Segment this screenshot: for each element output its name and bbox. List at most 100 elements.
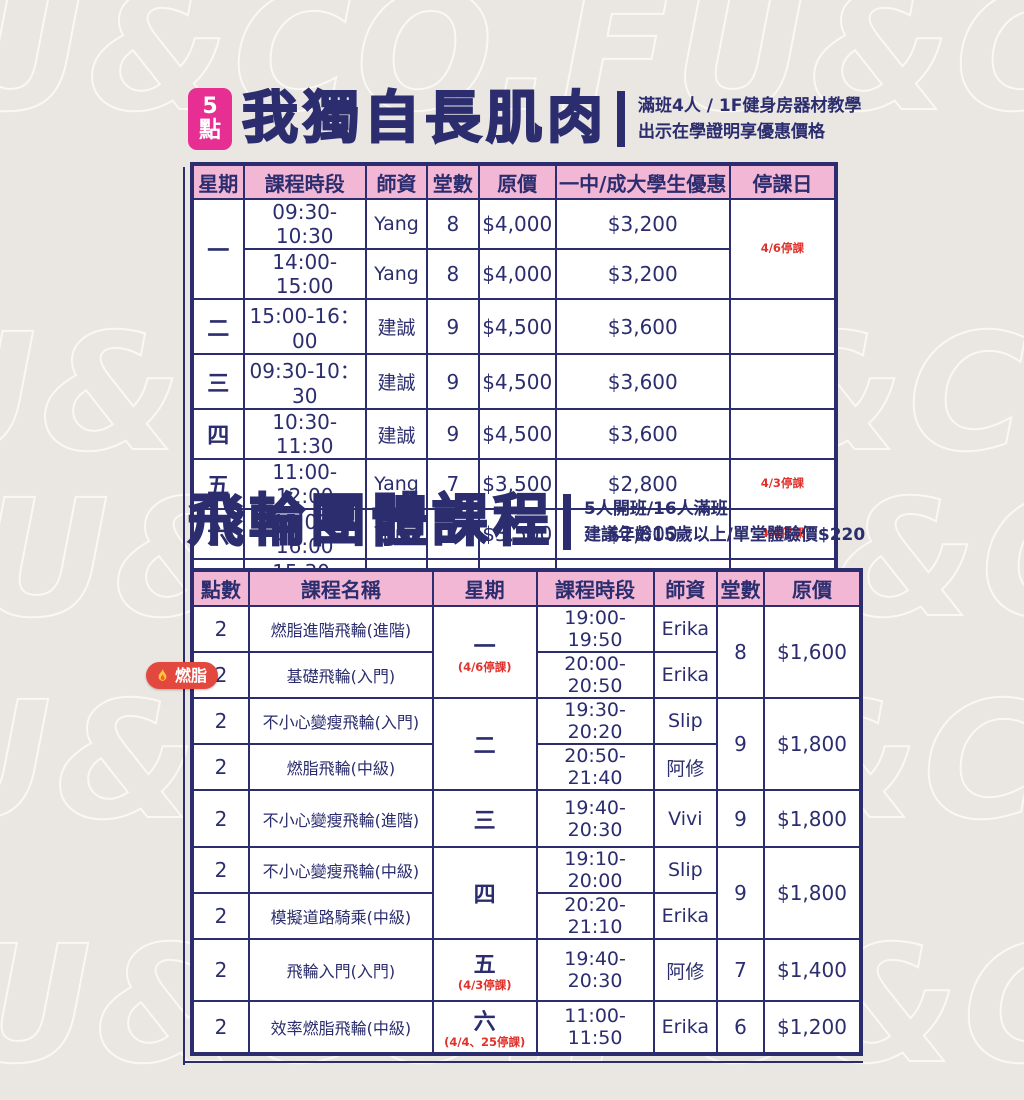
- time-cell: 10:30-11:30: [242, 408, 367, 460]
- time-cell: 19:40-20:30: [535, 938, 655, 1002]
- price-cell: $3,500: [477, 508, 557, 560]
- discount-cell: $3,600: [554, 298, 731, 355]
- closed-date-cell: 4/4停課: [728, 508, 838, 560]
- section1-subtitle: 滿班4人 / 1F健身房器材教學 出示在學證明享優惠價格: [638, 93, 861, 146]
- discount-cell: $2,800: [554, 458, 731, 510]
- closed-date-cell: [728, 408, 838, 460]
- fat-burn-badge-label: 燃脂: [175, 665, 208, 685]
- section2-title: 飛輪團體課程: [187, 489, 554, 554]
- price-cell: $1,800: [762, 789, 863, 848]
- column-header: 課程名稱: [247, 569, 434, 607]
- time-cell: 20:20-21:10: [535, 892, 655, 940]
- day-cell: 一 (4/6停課): [431, 605, 538, 699]
- closed-date-cell: [728, 353, 838, 410]
- course-name-cell: 燃脂進階飛輪(進階): [247, 605, 434, 653]
- coach-cell: 阿修: [652, 743, 719, 791]
- price-cell: $1,800: [762, 846, 863, 940]
- discount-cell: $3,600: [554, 408, 731, 460]
- closed-date-cell: 4/6停課: [728, 198, 838, 300]
- table-row: 六 15:00-16:00 Yang 7 $3,500 $2,800 4/4停課: [191, 508, 838, 560]
- column-header: 師資: [652, 569, 719, 607]
- time-cell: 19:10-20:00: [535, 846, 655, 894]
- coach-cell: Yang: [364, 508, 429, 560]
- sessions-cell: 7: [426, 508, 480, 560]
- day-label: 一: [473, 635, 496, 661]
- time-cell: 09:30-10:30: [242, 198, 367, 250]
- points-cell: 2: [191, 892, 250, 940]
- coach-cell: 建誠: [364, 408, 429, 460]
- table-row: 14:00-15:00 Yang 8 $4,000 $3,200: [192, 248, 836, 300]
- column-header: 堂數: [716, 569, 765, 607]
- table-row: 2 燃脂飛輪(中級) 20:50-21:40 阿修: [191, 743, 861, 791]
- price-cell: $1,600: [762, 605, 863, 699]
- points-badge: 5 點: [188, 88, 232, 150]
- time-cell: 11:00-12:00: [242, 458, 367, 510]
- price-cell: $4,000: [477, 198, 557, 250]
- sessions-cell: 8: [716, 605, 765, 699]
- table-row: 2 效率燃脂飛輪(中級) 六 (4/4、25停課) 11:00-11:50 Er…: [191, 1000, 863, 1055]
- discount-cell: $3,200: [554, 198, 731, 250]
- points-cell: 2: [191, 789, 250, 848]
- column-header: 課程時段: [535, 569, 655, 607]
- day-label: 六: [473, 1010, 496, 1036]
- table-row: 二 15:00-16：00 建誠 9 $4,500 $3,600: [191, 298, 838, 355]
- coach-cell: 阿修: [652, 938, 719, 1002]
- coach-cell: Erika: [652, 1000, 719, 1055]
- table-row: 2 燃脂進階飛輪(進階) 一 (4/6停課) 19:00-19:50 Erika…: [191, 605, 863, 699]
- day-cell: 五 (4/3停課): [431, 938, 538, 1002]
- section2-subtitle: 5人開班/16人滿班 建議年齡15歲以上/單堂體驗價$220: [584, 496, 865, 549]
- discount-cell: $3,200: [554, 248, 731, 300]
- fire-icon: [158, 668, 167, 681]
- closed-date-note: (4/3停課): [457, 978, 512, 993]
- day-cell: 六: [191, 508, 245, 560]
- time-cell: 19:30-20:20: [535, 697, 655, 745]
- coach-cell: Erika: [652, 892, 719, 940]
- day-cell: 四: [431, 846, 538, 940]
- day-label: 五: [473, 953, 496, 979]
- time-cell: 20:00-20:50: [535, 651, 655, 699]
- fat-burn-badge: 燃脂: [146, 662, 219, 689]
- table-row: 一 09:30-10:30 Yang 8 $4,000 $3,200 4/6停課: [191, 198, 838, 300]
- column-header: 點數: [191, 569, 250, 607]
- closed-date-note: (4/6停課): [457, 660, 512, 675]
- sessions-cell: 8: [426, 248, 480, 300]
- course-name-cell: 模擬道路騎乘(中級): [247, 892, 434, 940]
- column-header: 星期: [431, 569, 538, 607]
- column-header: 星期: [191, 163, 245, 200]
- course-name-cell: 效率燃脂飛輪(中級): [247, 1000, 434, 1055]
- table-row: 三 09:30-10：30 建誠 9 $4,500 $3,600: [191, 353, 838, 410]
- table-header-row: 點數 課程名稱 星期 課程時段 師資 堂數 原價: [191, 569, 863, 607]
- points-cell: 2: [191, 605, 250, 653]
- points-cell: 2: [191, 846, 250, 894]
- sessions-cell: 9: [716, 846, 765, 940]
- coach-cell: 建誠: [364, 298, 429, 355]
- title-divider-bar: [563, 494, 571, 550]
- course-name-cell: 燃脂飛輪(中級): [247, 743, 434, 791]
- day-cell: 一: [191, 198, 245, 300]
- section1-header: 5 點 我獨自長肌肉 滿班4人 / 1F健身房器材教學 出示在學證明享優惠價格: [188, 88, 861, 150]
- coach-cell: Yang: [364, 198, 429, 250]
- title-divider-bar: [617, 91, 625, 147]
- day-cell: 三: [191, 353, 245, 410]
- time-cell: 14:00-15:00: [242, 248, 367, 300]
- coach-cell: Yang: [364, 248, 429, 300]
- course-name-cell: 飛輪入門(入門): [247, 938, 434, 1002]
- time-cell: 15:00-16:00: [242, 508, 367, 560]
- table-row: 五 11:00-12:00 Yang 7 $3,500 $2,800 4/3停課: [191, 458, 838, 510]
- sessions-cell: 9: [716, 789, 765, 848]
- price-cell: $1,200: [762, 1000, 863, 1055]
- time-cell: 20:50-21:40: [535, 743, 655, 791]
- table-row: 2 不小心變瘦飛輪(入門) 二 19:30-20:20 Slip 9 $1,80…: [191, 697, 863, 791]
- section1-subtitle-line1: 滿班4人 / 1F健身房器材教學: [638, 95, 862, 116]
- time-cell: 11:00-11:50: [535, 1000, 655, 1055]
- table-row: 2 不小心變瘦飛輪(中級) 四 19:10-20:00 Slip 9 $1,80…: [191, 846, 863, 940]
- time-cell: 19:00-19:50: [535, 605, 655, 653]
- course-name-cell: 不小心變瘦飛輪(中級): [247, 846, 434, 894]
- coach-cell: 建誠: [364, 353, 429, 410]
- discount-cell: $3,600: [554, 353, 731, 410]
- day-cell: 二: [431, 697, 538, 791]
- column-header: 堂數: [426, 163, 480, 200]
- column-header: 一中/成大學生優惠: [554, 163, 731, 200]
- price-cell: $1,800: [762, 697, 863, 791]
- sessions-cell: 6: [716, 1000, 765, 1055]
